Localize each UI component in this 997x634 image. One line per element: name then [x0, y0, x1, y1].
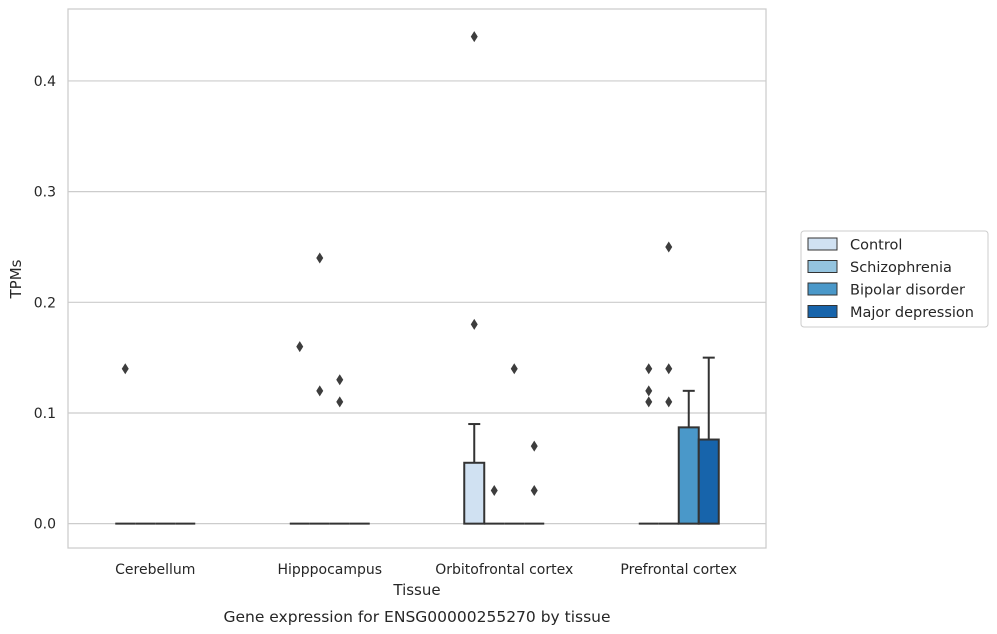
outlier-point [336, 396, 344, 408]
y-axis-label: TPMs [7, 259, 25, 299]
x-tick-label: Orbitofrontal cortex [435, 562, 573, 578]
legend-label: Major depression [850, 305, 974, 321]
y-tick-label: 0.2 [34, 295, 56, 311]
legend-swatch [807, 260, 838, 273]
x-axis-label: Tissue [392, 581, 440, 599]
outlier-point [665, 241, 673, 253]
x-tick-label: Cerebellum [115, 562, 195, 578]
bar [463, 461, 486, 525]
bars-layer [115, 356, 720, 525]
outlier-point [316, 252, 324, 264]
bar [677, 426, 700, 525]
x-tick-label: Prefrontal cortex [620, 562, 737, 578]
y-tick-label: 0.3 [34, 185, 56, 201]
legend: Control Schizophrenia Bipolar disorder Majo… [800, 230, 989, 328]
outlier-point [470, 318, 478, 330]
legend-swatch [807, 282, 838, 296]
outlier-point [336, 374, 344, 386]
outlier-point [645, 385, 653, 397]
outlier-point [510, 363, 518, 375]
plot-frame [67, 8, 767, 549]
legend-label: Schizophrenia [850, 260, 952, 276]
outlier-point [470, 31, 478, 43]
outlier-point [530, 484, 538, 496]
x-tick-labels: Cerebellum Hipppocampus Orbitofrontal cort… [115, 562, 737, 578]
outlier-point [665, 396, 673, 408]
outlier-point [645, 363, 653, 375]
outlier-point [530, 440, 538, 452]
outlier-point [490, 484, 498, 496]
outlier-point [645, 396, 653, 408]
outlier-point [316, 385, 324, 397]
bar [697, 438, 720, 525]
y-tick-label: 0.4 [34, 74, 56, 90]
legend-box [800, 230, 989, 328]
outliers-layer [121, 31, 673, 496]
chart-caption: Gene expression for ENSG00000255270 by t… [223, 608, 610, 626]
legend-swatch [807, 237, 838, 251]
legend-label: Bipolar disorder [850, 283, 965, 299]
legend-swatch [807, 305, 838, 318]
y-tick-labels: 0.0 0.1 0.2 0.3 0.4 [34, 74, 56, 533]
outlier-point [121, 363, 129, 375]
y-tick-label: 0.0 [34, 517, 56, 533]
legend-label: Control [850, 238, 902, 254]
y-tick-label: 0.1 [34, 406, 56, 422]
grid-lines [68, 80, 766, 525]
x-tick-label: Hipppocampus [277, 562, 382, 578]
outlier-point [665, 363, 673, 375]
outlier-point [296, 341, 304, 353]
